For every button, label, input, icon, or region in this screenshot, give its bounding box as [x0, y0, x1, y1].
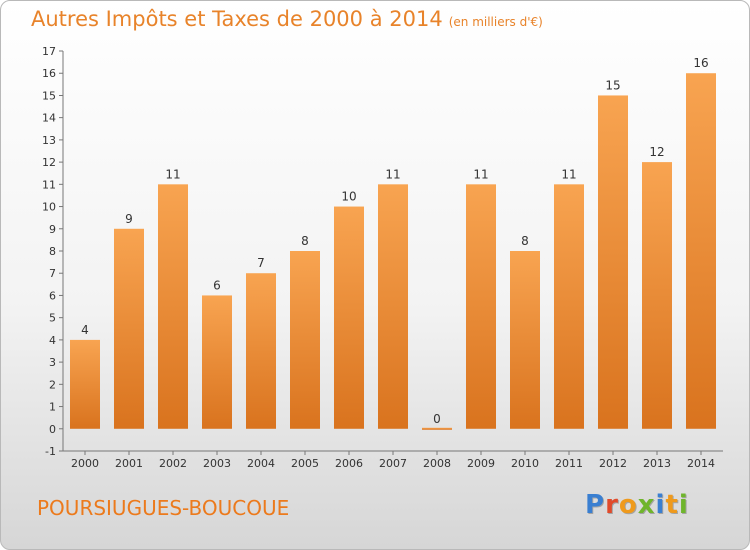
y-tick-label: -1: [45, 445, 56, 458]
data-label: 9: [125, 212, 133, 226]
bar: [290, 251, 320, 429]
y-tick-label: 17: [42, 45, 56, 58]
bar: [70, 339, 100, 429]
x-tick-label: 2009: [467, 457, 495, 470]
data-label: 7: [257, 256, 265, 270]
bar: [598, 95, 628, 429]
data-label: 11: [561, 167, 576, 181]
bar: [158, 184, 188, 429]
commune-name: POURSIUGUES-BOUCOUE: [37, 496, 290, 520]
chart-title-text: Autres Impôts et Taxes de 2000 à 2014: [31, 7, 443, 31]
y-tick-label: 1: [49, 401, 56, 414]
data-label: 11: [473, 167, 488, 181]
data-label: 15: [605, 78, 620, 92]
bar: [510, 251, 540, 429]
x-tick-label: 2006: [335, 457, 363, 470]
y-tick-label: 4: [49, 334, 56, 347]
x-tick-label: 2014: [687, 457, 715, 470]
y-tick-label: 9: [49, 223, 56, 236]
x-tick-label: 2008: [423, 457, 451, 470]
chart-subtitle: (en milliers d'€): [448, 15, 543, 29]
bar: [422, 427, 452, 430]
y-tick-label: 5: [49, 312, 56, 325]
bar: [642, 162, 672, 429]
bar: [202, 295, 232, 429]
y-tick-label: 6: [49, 289, 56, 302]
x-tick-label: 2012: [599, 457, 627, 470]
bar: [466, 184, 496, 429]
y-tick-label: 7: [49, 267, 56, 280]
x-tick-label: 2013: [643, 457, 671, 470]
data-label: 10: [341, 190, 356, 204]
x-tick-label: 2001: [115, 457, 143, 470]
y-tick-label: 15: [42, 89, 56, 102]
x-tick-label: 2000: [71, 457, 99, 470]
y-tick-label: 16: [42, 67, 56, 80]
bar: [378, 184, 408, 429]
y-tick-label: 12: [42, 156, 56, 169]
bar: [686, 73, 716, 429]
y-tick-label: 2: [49, 378, 56, 391]
x-tick-label: 2003: [203, 457, 231, 470]
y-tick-label: 10: [42, 201, 56, 214]
x-tick-label: 2010: [511, 457, 539, 470]
bar: [114, 228, 144, 429]
data-label: 8: [521, 234, 529, 248]
y-tick-label: 14: [42, 112, 56, 125]
data-label: 12: [649, 145, 664, 159]
data-label: 11: [385, 167, 400, 181]
data-label: 11: [165, 167, 180, 181]
x-tick-label: 2002: [159, 457, 187, 470]
y-tick-label: 3: [49, 356, 56, 369]
y-tick-label: 13: [42, 134, 56, 147]
data-label: 8: [301, 234, 309, 248]
proxiti-logo: Proxiti: [585, 490, 689, 520]
x-tick-label: 2004: [247, 457, 275, 470]
data-label: 6: [213, 278, 221, 292]
y-tick-label: 8: [49, 245, 56, 258]
x-tick-label: 2005: [291, 457, 319, 470]
data-label: 16: [693, 56, 708, 70]
y-tick-label: 0: [49, 423, 56, 436]
y-tick-label: 11: [42, 178, 56, 191]
bar: [554, 184, 584, 429]
data-label: 4: [81, 323, 89, 337]
chart-title: Autres Impôts et Taxes de 2000 à 2014 (en…: [31, 7, 543, 31]
bar: [334, 206, 364, 429]
bar: [246, 273, 276, 429]
x-tick-label: 2011: [555, 457, 583, 470]
x-tick-label: 2007: [379, 457, 407, 470]
data-label: 0: [433, 412, 441, 426]
